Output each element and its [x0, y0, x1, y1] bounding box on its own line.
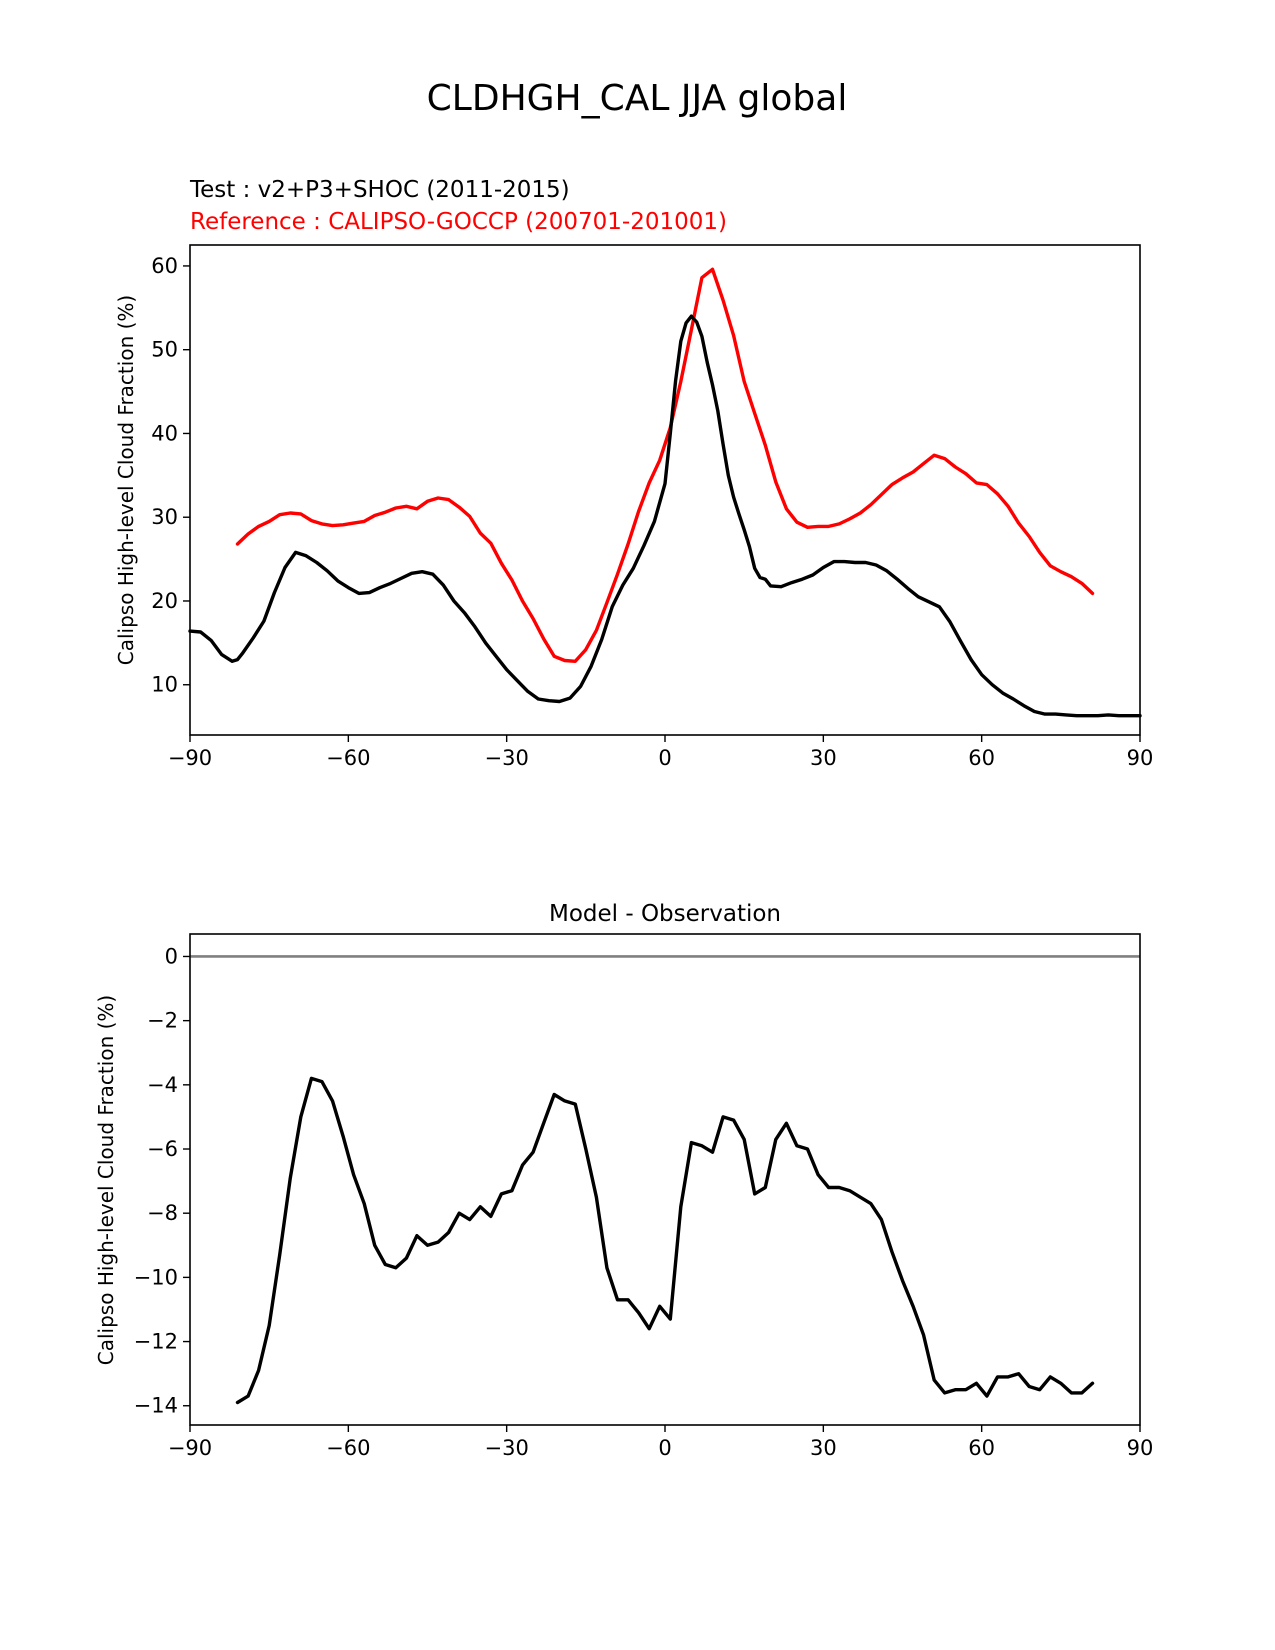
- top-x-tick-label: 90: [1127, 746, 1154, 770]
- bottom-y-tick-label: −2: [147, 1009, 178, 1033]
- bottom-x-tick-label: −60: [326, 1436, 370, 1460]
- top-x-tick-label: 0: [658, 746, 671, 770]
- top-x-tick-label: −90: [168, 746, 212, 770]
- top-series-reference-line: [235, 267, 1095, 663]
- bottom-y-tick-label: −8: [147, 1201, 178, 1225]
- bottom-y-tick-label: −6: [147, 1137, 178, 1161]
- test-label: Test : v2+P3+SHOC (2011-2015): [189, 177, 570, 203]
- top-x-tick-label: 60: [968, 746, 995, 770]
- bottom-y-axis-label: Calipso High-level Cloud Fraction (%): [94, 995, 118, 1365]
- top-y-tick-label: 60: [151, 254, 178, 278]
- bottom-x-tick-label: 90: [1127, 1436, 1154, 1460]
- top-y-tick-label: 40: [151, 421, 178, 445]
- top-y-tick-label: 50: [151, 338, 178, 362]
- top-y-tick-label: 20: [151, 589, 178, 613]
- top-series: [188, 267, 1142, 718]
- bottom-y-tick-label: 0: [165, 944, 178, 968]
- top-x-tick-label: −30: [485, 746, 529, 770]
- top-y-axis-label: Calipso High-level Cloud Fraction (%): [114, 295, 138, 665]
- bottom-panel: Model - Observation Calipso High-level C…: [94, 901, 1153, 1460]
- top-y-tick-label: 10: [151, 673, 178, 697]
- top-x-tick-label: −60: [326, 746, 370, 770]
- bottom-x-tick-label: −30: [485, 1436, 529, 1460]
- bottom-series-difference-line: [235, 1076, 1095, 1405]
- bottom-x-tick-label: 30: [810, 1436, 837, 1460]
- bottom-x-tick-label: −90: [168, 1436, 212, 1460]
- top-y-tick-label: 30: [151, 505, 178, 529]
- bottom-y-tick-label: −12: [134, 1330, 178, 1354]
- reference-label: Reference : CALIPSO-GOCCP (200701-201001…: [190, 209, 727, 235]
- bottom-panel-title: Model - Observation: [549, 901, 781, 927]
- bottom-series: [190, 955, 1140, 1405]
- top-x-tick-label: 30: [810, 746, 837, 770]
- top-axis-ticks: −90 −60 −30 0 30 60 90 10 20 30 40 50 60: [151, 254, 1153, 770]
- figure-title: CLDHGH_CAL JJA global: [427, 78, 848, 119]
- bottom-y-tick-label: −14: [134, 1394, 178, 1418]
- bottom-y-tick-label: −10: [134, 1265, 178, 1289]
- top-panel: Test : v2+P3+SHOC (2011-2015) Reference …: [114, 177, 1153, 770]
- top-plot-frame: [189, 244, 1141, 736]
- bottom-y-tick-label: −4: [147, 1073, 178, 1097]
- bottom-plot-frame: [189, 933, 1141, 1426]
- top-series-test-line: [188, 314, 1142, 718]
- bottom-x-tick-label: 60: [968, 1436, 995, 1460]
- bottom-axis-ticks: −90 −60 −30 0 30 60 90 0 −2 −4 −6 −8 −10 −12 −14: [134, 944, 1154, 1460]
- bottom-x-tick-label: 0: [658, 1436, 671, 1460]
